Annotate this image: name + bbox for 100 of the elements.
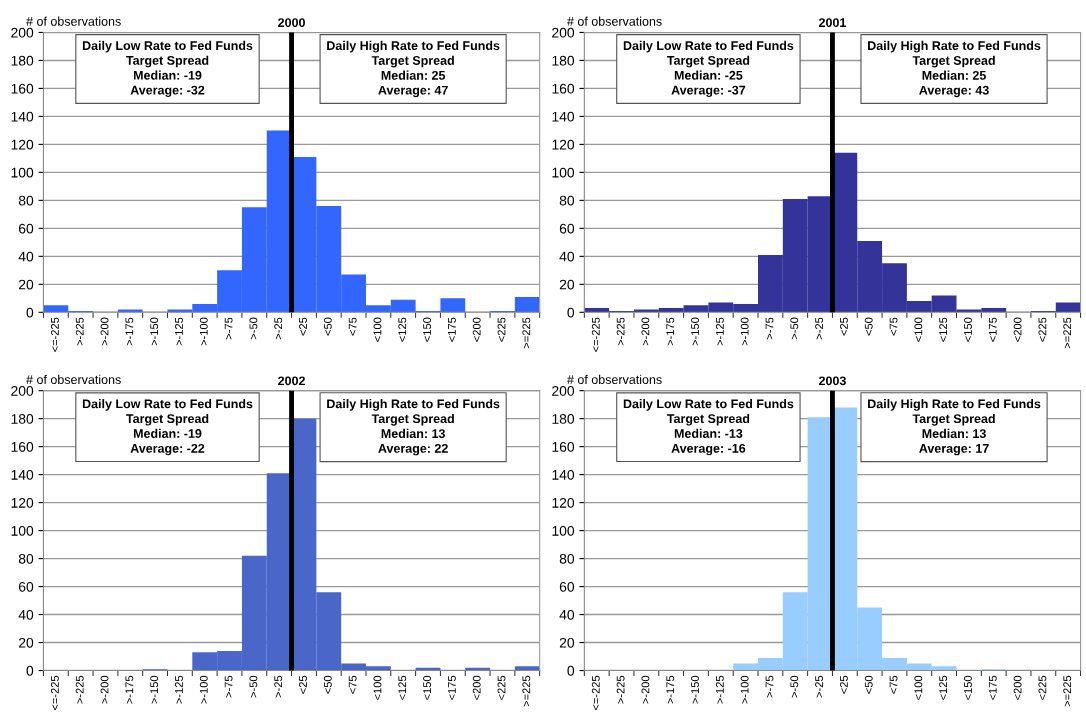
y-tick-label: 200	[552, 27, 575, 38]
x-tick-label: >-75	[765, 675, 774, 698]
y-tick-label: 40	[18, 251, 34, 262]
x-tick-label: >-125	[715, 317, 724, 346]
x-tick-label: <75	[348, 675, 357, 694]
x-tick-label: <=-225	[591, 317, 600, 352]
x-tick-label: >-125	[175, 675, 183, 704]
x-tick-label: <200	[472, 317, 481, 342]
x-tick-label: <175	[448, 675, 456, 700]
chart-title: 2000	[278, 18, 305, 28]
x-tick-label: <25	[839, 675, 848, 694]
x-tick-label: >=225	[522, 317, 531, 349]
x-tick-label: <75	[889, 317, 898, 336]
y-tick-label: 40	[18, 609, 34, 620]
annotation: Daily High Rate to Fed Funds Target Spread Median: 25 Average: 47	[327, 40, 500, 98]
y-tick-label: 100	[11, 525, 34, 536]
x-tick-label: <150	[423, 675, 431, 700]
x-tick-label: <100	[914, 675, 923, 700]
chart-title: 2003	[818, 376, 846, 386]
x-tick-label: <100	[914, 317, 923, 342]
x-tick-label: <50	[323, 675, 332, 694]
y-tick-label: 100	[552, 525, 575, 536]
y-tick-label: 200	[11, 386, 34, 396]
y-tick-label: 20	[559, 637, 575, 648]
x-tick-label: <175	[988, 317, 997, 342]
x-tick-label: <225	[1038, 317, 1047, 342]
annotation: Daily High Rate to Fed Funds Target Spread Median: 13 Average: 17	[868, 399, 1041, 456]
x-tick-label: <25	[299, 675, 307, 694]
x-tick-label: <50	[864, 317, 873, 336]
x-tick-label: >-50	[249, 675, 258, 698]
x-tick-label: <175	[988, 675, 997, 700]
y-tick-label: 20	[18, 637, 34, 648]
x-tick-label: >-100	[740, 317, 749, 346]
y-tick-label: 20	[559, 279, 575, 290]
y-tick-label: 180	[552, 55, 575, 66]
x-tick-label: <50	[864, 675, 873, 694]
x-tick-label: >-175	[666, 675, 675, 704]
y-axis-title: # of observations	[567, 374, 662, 384]
y-tick-label: 120	[552, 139, 575, 150]
x-tick-label: <150	[964, 317, 972, 342]
y-tick-label: 160	[11, 441, 34, 452]
x-tick-label: <25	[299, 317, 307, 336]
annotation: Daily Low Rate to Fed Funds Target Spread Median: -25 Average: -37	[623, 40, 794, 98]
x-tick-label: >=225	[1063, 317, 1072, 349]
y-tick-label: 120	[552, 497, 575, 508]
y-tick-label: 80	[559, 195, 575, 206]
y-tick-label: 140	[552, 111, 575, 122]
x-tick-label: <100	[373, 675, 382, 700]
y-tick-label: 40	[559, 251, 575, 262]
y-tick-label: 40	[559, 609, 575, 620]
y-tick-label: 160	[552, 441, 575, 452]
x-tick-label: <=-225	[50, 317, 59, 352]
x-tick-label: <200	[1013, 317, 1022, 342]
x-tick-label: <125	[398, 675, 407, 700]
y-tick-label: 200	[11, 27, 34, 38]
x-tick-label: >-225	[616, 675, 625, 704]
y-axis-title: # of observations	[26, 374, 121, 384]
x-tick-label: >-225	[75, 675, 84, 704]
x-tick-label: >-225	[75, 317, 84, 346]
y-tick-label: 140	[552, 469, 575, 480]
x-tick-label: <100	[373, 317, 382, 342]
x-tick-label: <125	[398, 317, 407, 342]
x-tick-label: <75	[348, 317, 357, 336]
x-tick-label: <175	[448, 317, 456, 342]
x-tick-label: <=-225	[50, 675, 59, 711]
x-tick-label: >-75	[224, 317, 233, 340]
x-tick-label: >-225	[616, 317, 625, 346]
x-tick-label: >-200	[100, 317, 109, 346]
x-tick-label: >-25	[815, 675, 824, 698]
y-axis-title: # of observations	[567, 16, 662, 26]
x-tick-label: <225	[497, 675, 506, 700]
x-tick-label: >-25	[274, 317, 283, 340]
y-tick-label: 100	[552, 167, 575, 178]
x-tick-label: >-200	[100, 675, 109, 704]
chart-title: 2002	[278, 376, 305, 386]
x-tick-label: >-125	[715, 675, 724, 704]
x-tick-label: <200	[1013, 675, 1022, 700]
x-tick-label: <150	[423, 317, 431, 342]
y-tick-label: 0	[567, 307, 575, 318]
annotation: Daily Low Rate to Fed Funds Target Spread Median: -19 Average: -32	[82, 40, 253, 98]
annotation: Daily Low Rate to Fed Funds Target Spread Median: -19 Average: -22	[82, 399, 253, 456]
y-tick-label: 160	[552, 83, 575, 94]
x-tick-label: >-150	[150, 675, 159, 704]
x-tick-label: >-150	[691, 317, 699, 346]
y-tick-label: 0	[26, 307, 34, 318]
x-tick-label: >-75	[224, 675, 233, 698]
x-tick-label: >=225	[1063, 675, 1072, 707]
y-tick-label: 100	[11, 167, 34, 178]
x-tick-label: >-175	[666, 317, 675, 346]
x-tick-label: >-175	[125, 675, 134, 704]
annotation: Daily High Rate to Fed Funds Target Spread Median: 25 Average: 43	[868, 40, 1041, 98]
y-tick-label: 160	[11, 83, 34, 94]
x-tick-label: <50	[323, 317, 332, 336]
x-tick-label: <125	[939, 317, 948, 342]
x-tick-label: <225	[1038, 675, 1047, 700]
y-tick-label: 60	[18, 223, 34, 234]
x-tick-label: >-100	[740, 675, 749, 704]
y-tick-label: 60	[18, 581, 34, 592]
y-tick-label: 180	[11, 413, 34, 424]
y-tick-label: 200	[552, 386, 575, 396]
